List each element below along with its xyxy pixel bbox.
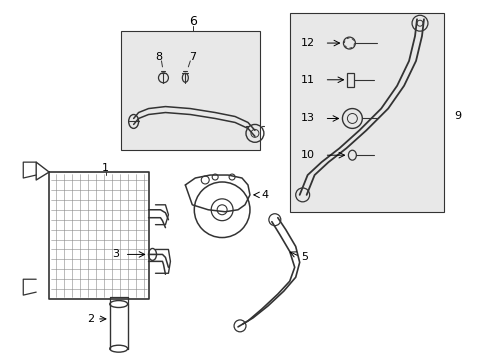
Text: 5: 5: [301, 252, 308, 262]
Text: 6: 6: [189, 15, 197, 28]
Text: 7: 7: [188, 52, 196, 62]
Bar: [289, 13, 443, 212]
Text: 12: 12: [300, 38, 314, 48]
Text: 8: 8: [155, 52, 162, 62]
Text: 3: 3: [112, 249, 119, 260]
Text: 11: 11: [300, 75, 314, 85]
Bar: [121, 31, 260, 150]
Text: 2: 2: [87, 314, 94, 324]
Text: 13: 13: [300, 113, 314, 123]
Text: 1: 1: [102, 163, 109, 173]
Bar: [346, 73, 354, 87]
Text: 9: 9: [453, 111, 460, 121]
Text: 4: 4: [262, 190, 268, 200]
Text: 10: 10: [300, 150, 314, 160]
